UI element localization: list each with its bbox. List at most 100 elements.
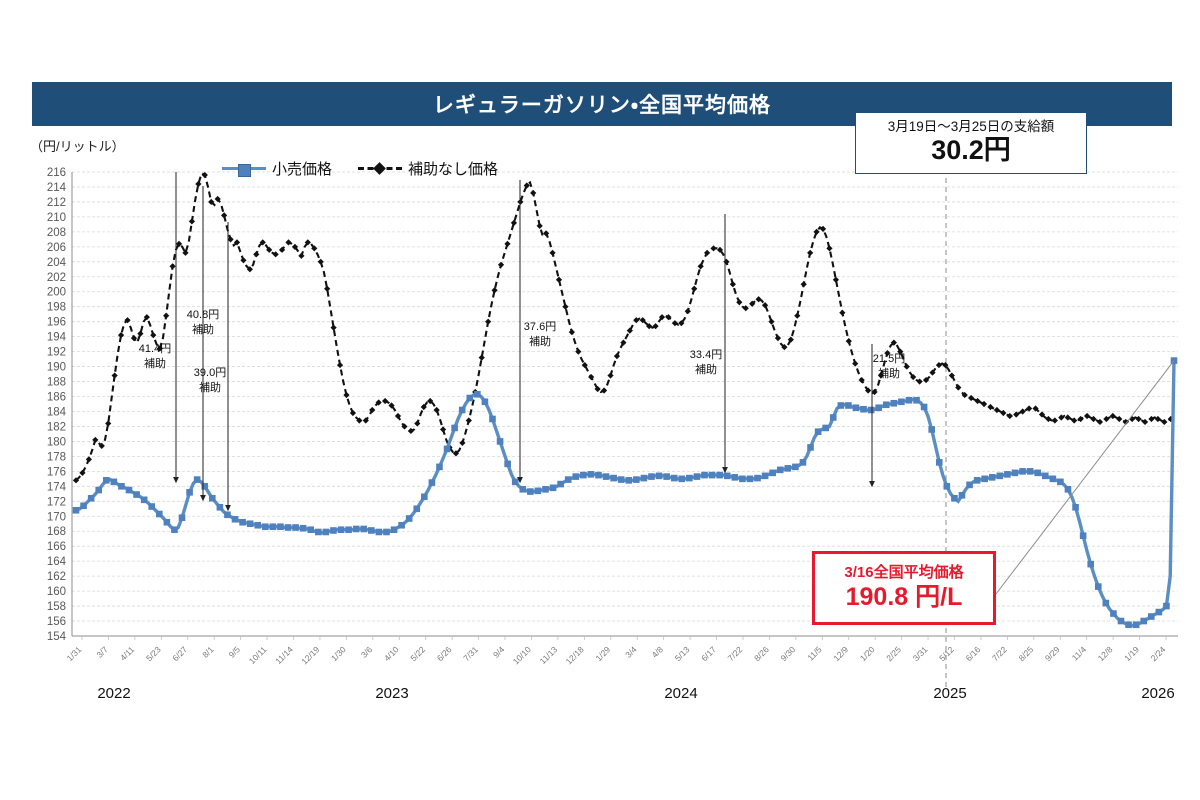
retail-line-swatch-icon (222, 164, 266, 177)
data-point-no-subsidy (79, 469, 86, 476)
data-point-retail (746, 475, 754, 483)
data-point-retail (1087, 560, 1095, 568)
data-point-no-subsidy (581, 361, 588, 369)
data-point-no-subsidy (826, 245, 833, 252)
data-point-retail (1079, 532, 1087, 540)
data-point-retail (761, 472, 769, 480)
data-point-retail (1155, 608, 1163, 616)
data-point-retail (413, 505, 421, 513)
x-axis-tick-label: 1/31 (65, 644, 84, 663)
data-point-no-subsidy (349, 409, 357, 417)
data-point-retail (1140, 617, 1148, 625)
data-point-no-subsidy (272, 251, 279, 258)
data-point-no-subsidy (510, 219, 518, 226)
data-point-retail (209, 494, 216, 502)
data-point-no-subsidy (1116, 415, 1123, 423)
subsidy-annotation-word: 補助 (695, 362, 717, 376)
data-point-no-subsidy (394, 412, 402, 420)
data-point-retail (648, 473, 655, 480)
data-point-no-subsidy (1167, 415, 1174, 423)
data-point-no-subsidy (613, 353, 621, 360)
x-axis-tick-label: 6/26 (435, 644, 454, 663)
subsidy-annotation-amount: 37.6円 (524, 321, 556, 333)
data-point-no-subsidy (620, 339, 627, 346)
data-point-retail (769, 469, 776, 477)
data-point-retail (269, 523, 277, 531)
data-point-retail (1041, 472, 1049, 480)
data-point-no-subsidy (278, 246, 286, 253)
x-axis-tick-label: 5/13 (673, 644, 692, 663)
data-point-retail (527, 488, 534, 495)
x-axis-year-label: 2022 (97, 685, 130, 702)
data-point-no-subsidy (259, 239, 266, 246)
data-point-retail (87, 494, 95, 502)
data-point-no-subsidy (491, 287, 498, 294)
data-point-retail (731, 474, 739, 481)
y-axis-tick-label: 196 (47, 317, 66, 329)
data-point-no-subsidy (768, 318, 775, 325)
data-point-retail (572, 473, 580, 480)
x-axis-tick-label: 12/18 (564, 644, 586, 666)
data-point-retail (595, 471, 602, 479)
data-point-no-subsidy (691, 285, 698, 292)
price-callout-label: 3/16全国平均価格 (844, 564, 964, 582)
x-axis-tick-label: 1/30 (329, 644, 348, 663)
y-axis-unit-label: （円/リットル） (30, 139, 125, 154)
data-point-no-subsidy (555, 276, 563, 283)
data-point-retail (80, 502, 87, 510)
data-point-no-subsidy (1103, 415, 1110, 423)
data-point-retail (299, 524, 307, 532)
data-point-no-subsidy (420, 403, 427, 411)
data-point-retail (686, 474, 693, 482)
data-point-no-subsidy (253, 251, 260, 258)
data-point-no-subsidy (710, 245, 717, 252)
x-axis-tick-label: 10/11 (247, 644, 269, 666)
data-point-no-subsidy (575, 348, 582, 355)
data-point-no-subsidy (929, 369, 936, 376)
data-point-retail (882, 401, 890, 409)
data-point-no-subsidy (922, 376, 930, 384)
data-point-retail (1117, 617, 1125, 625)
data-point-no-subsidy (1013, 411, 1020, 418)
data-point-no-subsidy (1122, 418, 1129, 426)
data-point-retail (670, 474, 678, 482)
x-axis-tick-label: 9/5 (227, 644, 243, 660)
data-point-retail (458, 406, 466, 414)
data-point-retail (678, 475, 686, 483)
data-point-no-subsidy (562, 303, 569, 310)
data-point-no-subsidy (742, 305, 749, 312)
data-point-no-subsidy (787, 336, 794, 343)
data-point-no-subsidy (156, 345, 163, 352)
y-axis-tick-label: 156 (47, 616, 66, 628)
legend-item-no-subsidy: 補助なし価格 (358, 158, 498, 179)
data-point-retail (352, 525, 360, 533)
data-point-retail (224, 511, 231, 519)
data-point-retail (360, 525, 368, 533)
x-axis-year-label: 2026 (1141, 685, 1174, 702)
x-axis-tick-label: 1/20 (858, 644, 877, 663)
y-axis-tick-label: 160 (47, 586, 66, 598)
data-point-no-subsidy (536, 222, 543, 229)
data-point-no-subsidy (182, 249, 189, 256)
data-point-no-subsidy (639, 317, 646, 324)
data-point-no-subsidy (530, 189, 537, 197)
data-point-retail (754, 474, 761, 482)
data-point-retail (905, 396, 913, 404)
data-point-retail (496, 438, 504, 445)
data-point-retail (867, 406, 875, 414)
data-point-no-subsidy (646, 323, 653, 330)
data-point-retail (792, 463, 799, 471)
data-point-retail (375, 528, 383, 536)
data-point-retail (716, 471, 723, 479)
data-point-no-subsidy (311, 245, 318, 252)
x-axis-year-label: 2023 (375, 685, 408, 702)
x-axis-tick-label: 7/31 (461, 644, 480, 663)
price-callout-box: 3/16全国平均価格 190.8 円/L (812, 551, 996, 625)
data-point-retail (466, 394, 474, 402)
data-point-retail (996, 472, 1004, 480)
data-point-retail (102, 477, 110, 484)
data-point-retail (163, 518, 171, 526)
data-point-retail (1132, 621, 1140, 629)
data-point-retail (1004, 471, 1011, 478)
x-axis-tick-label: 8/25 (1016, 644, 1035, 663)
